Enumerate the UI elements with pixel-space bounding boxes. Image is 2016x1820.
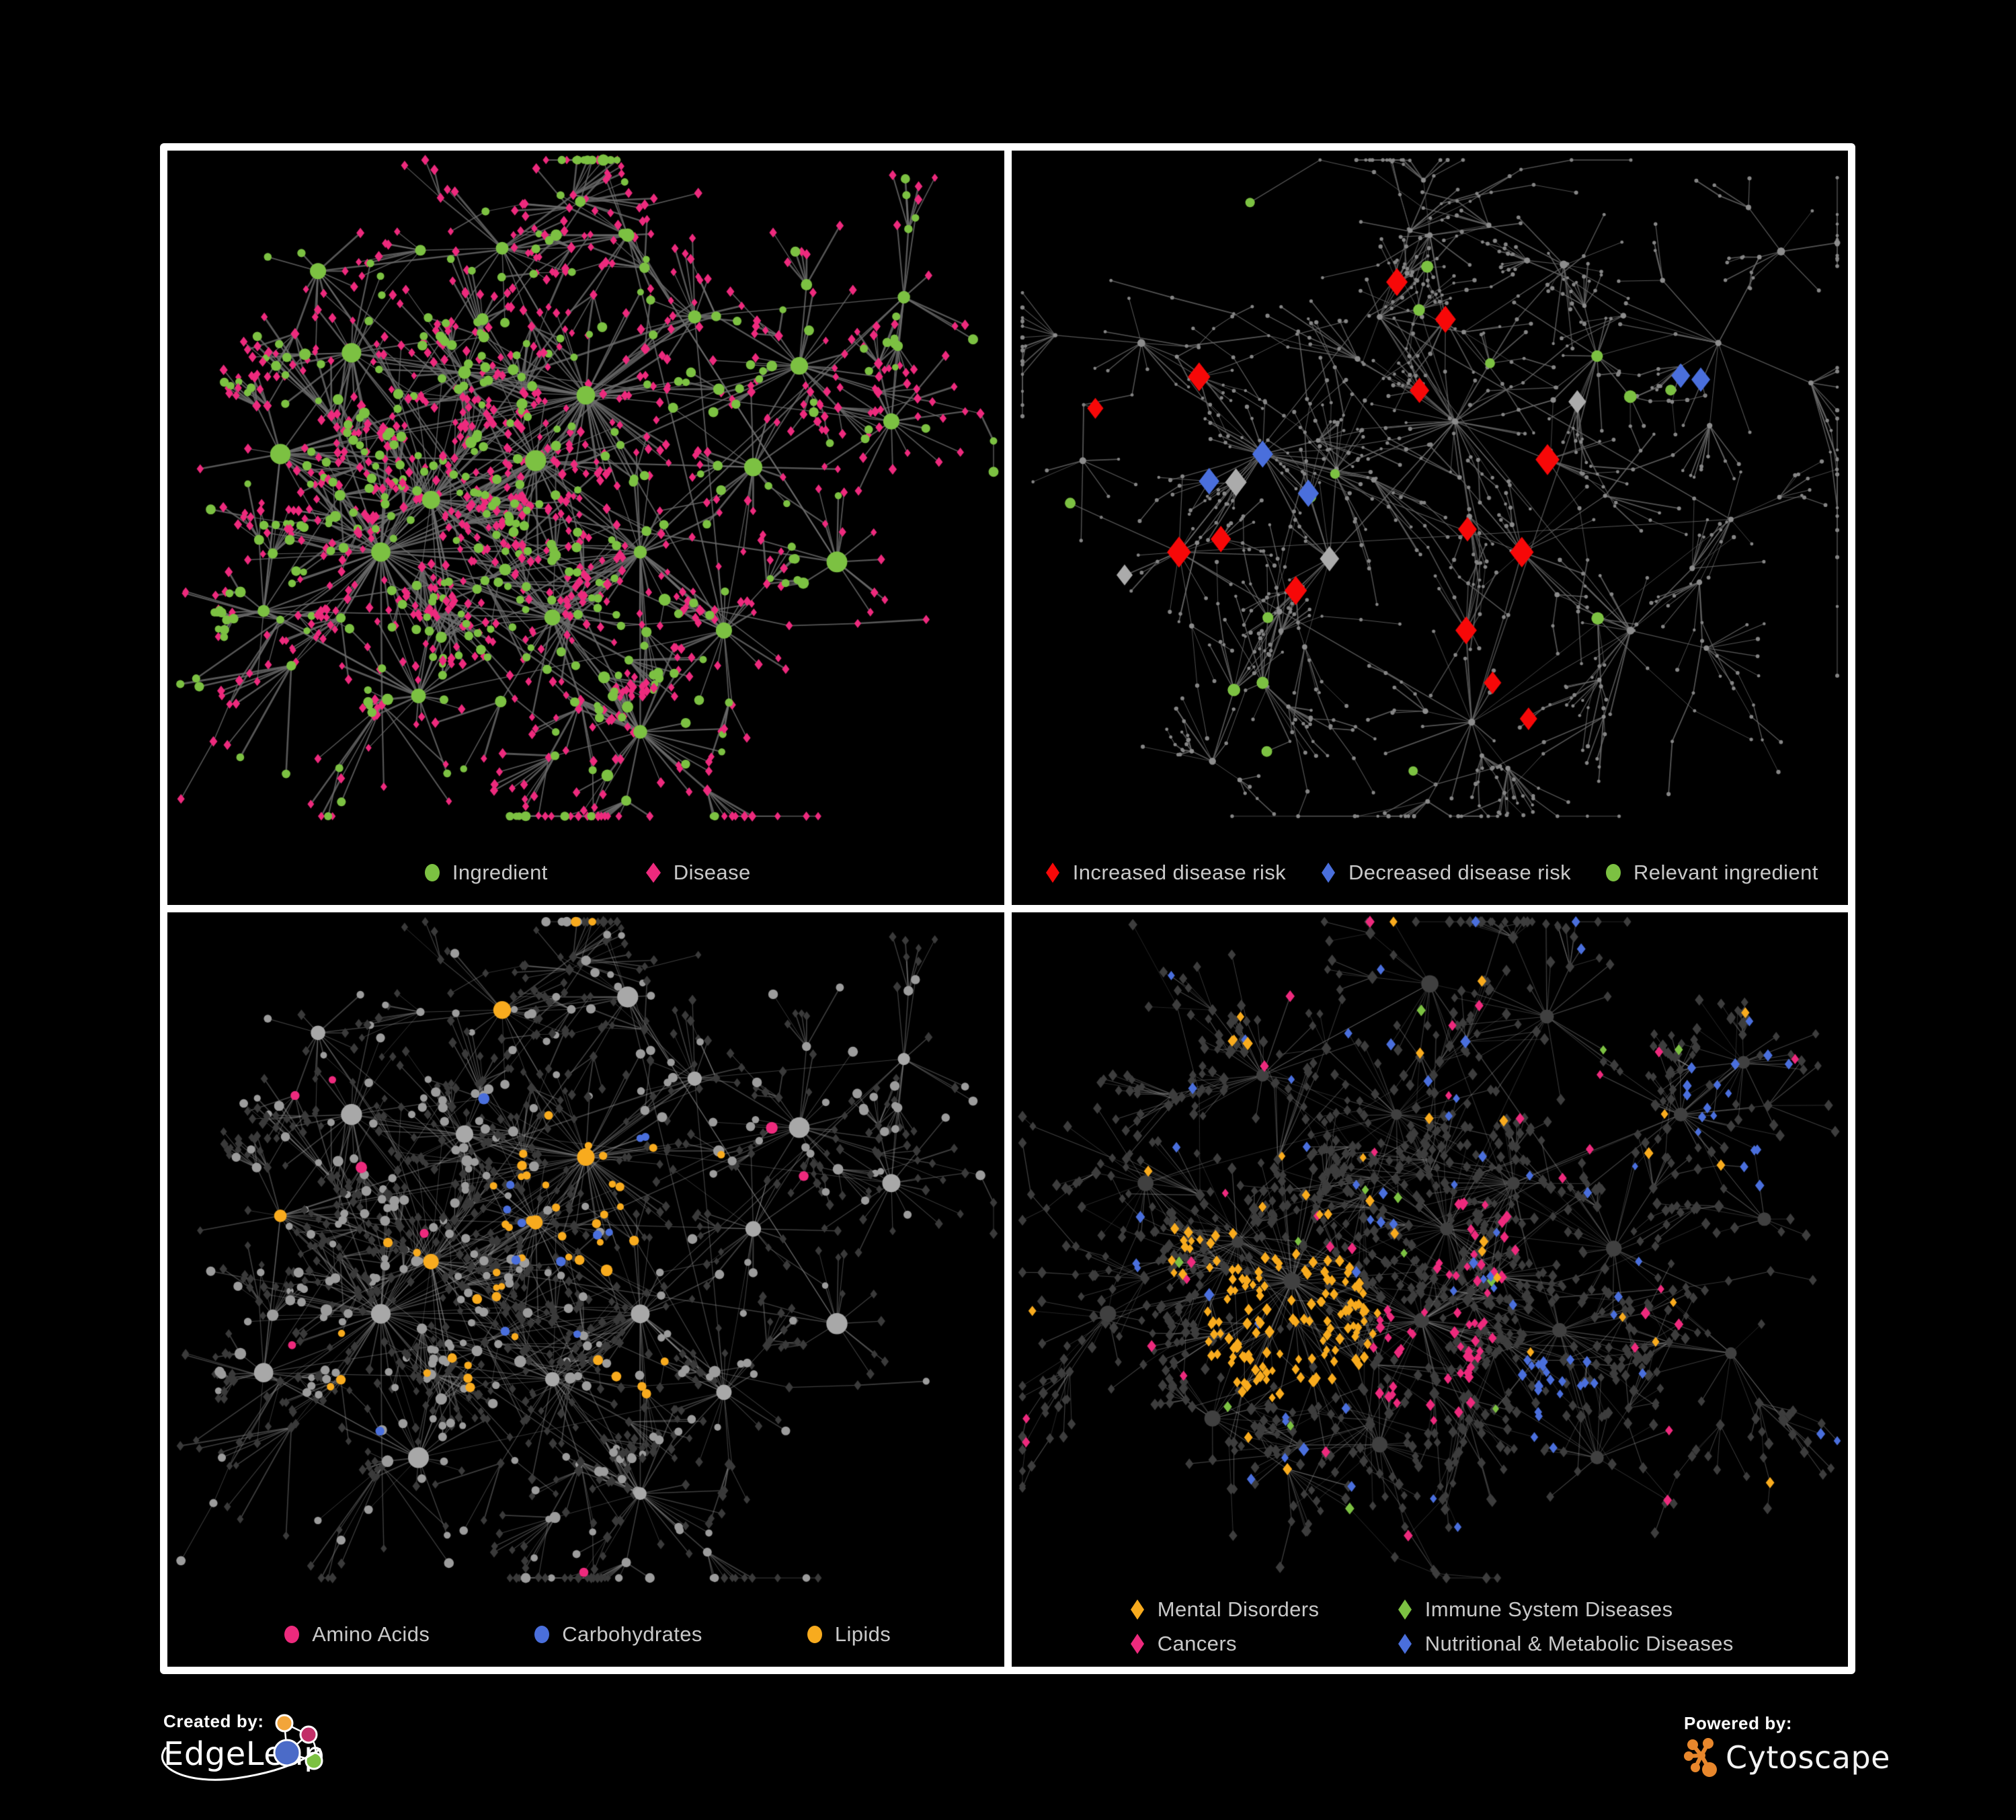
legend-item-relevant-ingredient: Relevant ingredient (1602, 861, 1818, 885)
legend-label: Cancers (1157, 1632, 1237, 1655)
legend-label: Mental Disorders (1157, 1597, 1320, 1621)
relevant-ingredient-circle-icon (1606, 864, 1621, 881)
legend-label: Disease (673, 861, 751, 884)
legend-item-cancers: Cancers (1126, 1632, 1394, 1656)
panel-disease-risk: Increased disease risk Decreased disease… (1011, 151, 1849, 905)
cytoscape-logo-row: Cytoscape (1684, 1738, 1899, 1777)
legend-label: Ingredient (452, 861, 548, 884)
panel-ingredient-disease: Ingredient Disease (167, 151, 1004, 905)
legend-label: Decreased disease risk (1348, 861, 1572, 884)
legend-grid: Mental Disorders Immune System Diseases … (1126, 1597, 1734, 1656)
nutritional-metabolic-diseases-diamond-icon (1398, 1634, 1412, 1654)
network-canvas-disease-risk (1011, 151, 1848, 905)
legend-label: Nutritional & Metabolic Diseases (1424, 1632, 1734, 1655)
mental-disorders-diamond-icon (1130, 1599, 1144, 1620)
edgeleap-logo-icon (273, 1714, 323, 1770)
network-canvas-nutrient-classes (167, 912, 1004, 1667)
legend-item-nutritional-metabolic-diseases: Nutritional & Metabolic Diseases (1394, 1632, 1734, 1656)
amino-acids-circle-icon (284, 1626, 300, 1643)
legend-item-amino-acids: Amino Acids (280, 1622, 430, 1647)
legend-label: Amino Acids (312, 1622, 430, 1646)
ingredient-circle-icon (424, 864, 440, 881)
legend-disease-classes: Mental Disorders Immune System Diseases … (1012, 1597, 1849, 1656)
legend-item-mental-disorders: Mental Disorders (1126, 1597, 1394, 1622)
carbohydrates-circle-icon (534, 1626, 550, 1643)
legend-label: Carbohydrates (562, 1622, 702, 1646)
edgeleap-credit: Created by: EdgeLeap (161, 1711, 392, 1819)
legend-label: Lipids (834, 1622, 891, 1646)
disease-diamond-icon (645, 863, 661, 883)
edgeleap-swoosh-icon (161, 1747, 321, 1781)
lipids-circle-icon (807, 1626, 822, 1643)
legend-ingredient-disease: Ingredient Disease (167, 861, 1004, 885)
legend-label: Relevant ingredient (1634, 861, 1818, 884)
cytoscape-wordmark: Cytoscape (1726, 1739, 1890, 1776)
legend-item-carbohydrates: Carbohydrates (530, 1622, 702, 1647)
legend-item-immune-system-diseases: Immune System Diseases (1394, 1597, 1734, 1622)
decreased-risk-diamond-icon (1322, 863, 1335, 883)
cytoscape-credit: Powered by: Cytosc (1684, 1713, 1899, 1794)
network-canvas-ingredient-disease (167, 151, 1004, 905)
panel-disease-classes: Mental Disorders Immune System Diseases … (1011, 912, 1849, 1667)
legend-item-disease: Disease (642, 861, 751, 885)
panel-grid: Ingredient Disease Increased disease ris… (160, 143, 1855, 1674)
cytoscape-logo-icon (1684, 1738, 1717, 1777)
panel-nutrient-classes: Amino Acids Carbohydrates Lipids (167, 912, 1004, 1667)
powered-by-label: Powered by: (1684, 1713, 1793, 1733)
network-canvas-disease-classes (1011, 912, 1848, 1667)
legend-label: Immune System Diseases (1424, 1597, 1673, 1621)
legend-label: Increased disease risk (1072, 861, 1286, 884)
legend-item-increased-risk: Increased disease risk (1041, 861, 1286, 885)
immune-system-diseases-diamond-icon (1398, 1599, 1412, 1620)
legend-nutrient-classes: Amino Acids Carbohydrates Lipids (167, 1622, 1004, 1647)
created-by-label: Created by: (163, 1711, 264, 1731)
legend-item-ingredient: Ingredient (421, 861, 548, 885)
legend-item-decreased-risk: Decreased disease risk (1317, 861, 1571, 885)
legend-item-lipids: Lipids (803, 1622, 891, 1647)
cancers-diamond-icon (1130, 1634, 1144, 1654)
legend-disease-risk: Increased disease risk Decreased disease… (1012, 861, 1849, 885)
increased-risk-diamond-icon (1045, 863, 1059, 883)
